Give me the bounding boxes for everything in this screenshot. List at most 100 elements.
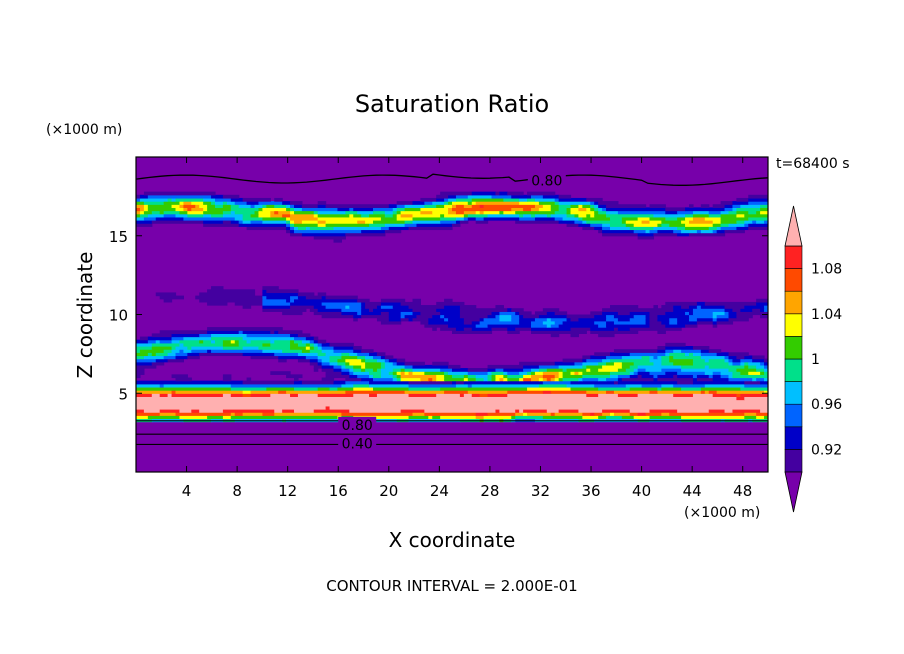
field-cell bbox=[242, 220, 252, 224]
field-cell bbox=[499, 317, 512, 322]
field-cell bbox=[554, 210, 568, 215]
field-cell bbox=[531, 330, 587, 334]
field-cell bbox=[404, 364, 414, 369]
field-cell bbox=[610, 374, 619, 379]
field-cell bbox=[388, 226, 410, 231]
field-cell bbox=[222, 201, 228, 205]
field-cell bbox=[463, 320, 473, 325]
field-cell bbox=[211, 349, 263, 353]
field-cell bbox=[689, 220, 714, 224]
field-cell bbox=[610, 412, 615, 416]
saturation-field bbox=[136, 191, 768, 423]
field-cell bbox=[582, 361, 599, 366]
field-cell bbox=[519, 371, 528, 375]
field-cell bbox=[448, 323, 477, 328]
field-cell bbox=[523, 213, 532, 218]
field-cell bbox=[657, 229, 674, 234]
field-cell bbox=[297, 358, 311, 363]
field-cell bbox=[471, 201, 477, 205]
field-cell bbox=[598, 210, 607, 215]
field-cell bbox=[369, 371, 382, 375]
field-cell bbox=[661, 320, 670, 325]
field-cell bbox=[467, 194, 493, 199]
field-cell bbox=[744, 380, 761, 385]
field-cell bbox=[515, 409, 520, 413]
field-cell bbox=[531, 194, 544, 199]
field-cell bbox=[282, 311, 303, 316]
field-cell bbox=[519, 320, 532, 325]
field-cell bbox=[384, 213, 394, 218]
field-cell bbox=[349, 368, 354, 372]
field-cell bbox=[396, 210, 402, 215]
field-cell bbox=[384, 223, 406, 227]
field-cell bbox=[266, 386, 295, 391]
field-cell bbox=[712, 229, 718, 234]
field-cell bbox=[483, 377, 489, 382]
field-cell bbox=[629, 311, 651, 316]
field-cell bbox=[325, 220, 358, 224]
field-cell bbox=[388, 317, 402, 322]
field-cell bbox=[736, 396, 745, 401]
chart-title: Saturation Ratio bbox=[355, 90, 549, 118]
field-cell bbox=[665, 207, 686, 212]
field-cell bbox=[637, 393, 674, 397]
field-cell bbox=[333, 226, 382, 231]
field-cell bbox=[282, 409, 295, 413]
field-cell bbox=[665, 311, 686, 316]
field-cell bbox=[594, 213, 607, 218]
field-cell bbox=[629, 352, 666, 357]
field-cell bbox=[463, 204, 473, 208]
field-cell bbox=[471, 383, 540, 388]
field-cell bbox=[629, 374, 639, 379]
field-cell bbox=[712, 377, 730, 382]
field-cell bbox=[527, 191, 556, 196]
field-cell bbox=[151, 333, 173, 338]
field-cell bbox=[155, 292, 177, 297]
field-cell bbox=[653, 213, 686, 218]
field-cell bbox=[653, 226, 678, 231]
field-cell bbox=[756, 301, 768, 306]
field-cell bbox=[523, 409, 548, 413]
field-cell bbox=[673, 229, 682, 234]
field-cell bbox=[444, 377, 465, 382]
field-cell bbox=[708, 358, 726, 363]
field-cell bbox=[313, 305, 327, 309]
field-cell bbox=[681, 386, 702, 391]
field-cell bbox=[412, 368, 441, 372]
x-tick-label: 48 bbox=[733, 482, 752, 500]
field-cell bbox=[566, 207, 572, 212]
field-cell bbox=[523, 368, 532, 372]
field-cell bbox=[594, 210, 599, 215]
x-tick-label: 12 bbox=[278, 482, 297, 500]
field-cell bbox=[222, 377, 232, 382]
field-cell bbox=[487, 323, 532, 328]
field-cell bbox=[700, 386, 741, 391]
field-cell bbox=[531, 320, 544, 325]
field-cell bbox=[222, 409, 275, 413]
field-cell bbox=[519, 197, 528, 202]
field-cell bbox=[317, 393, 354, 397]
field-cell bbox=[728, 358, 734, 363]
field-cell bbox=[183, 349, 192, 353]
field-cell bbox=[582, 226, 595, 231]
field-cell bbox=[578, 216, 583, 221]
field-cell bbox=[290, 339, 295, 344]
field-cell bbox=[744, 364, 749, 369]
field-cell bbox=[499, 377, 504, 382]
field-cell bbox=[463, 374, 469, 379]
field-cell bbox=[136, 210, 141, 215]
field-cell bbox=[294, 226, 299, 231]
field-cell bbox=[724, 308, 734, 312]
field-cell bbox=[511, 194, 532, 199]
field-cell bbox=[384, 355, 394, 360]
field-cell bbox=[345, 390, 406, 394]
field-cell bbox=[136, 371, 145, 375]
field-cell bbox=[673, 393, 694, 397]
field-cell bbox=[503, 368, 524, 372]
field-cell bbox=[479, 393, 489, 397]
field-cell bbox=[369, 393, 378, 397]
field-cell bbox=[681, 220, 690, 224]
field-cell bbox=[341, 311, 358, 316]
field-cell bbox=[696, 374, 710, 379]
field-cell bbox=[748, 201, 768, 205]
